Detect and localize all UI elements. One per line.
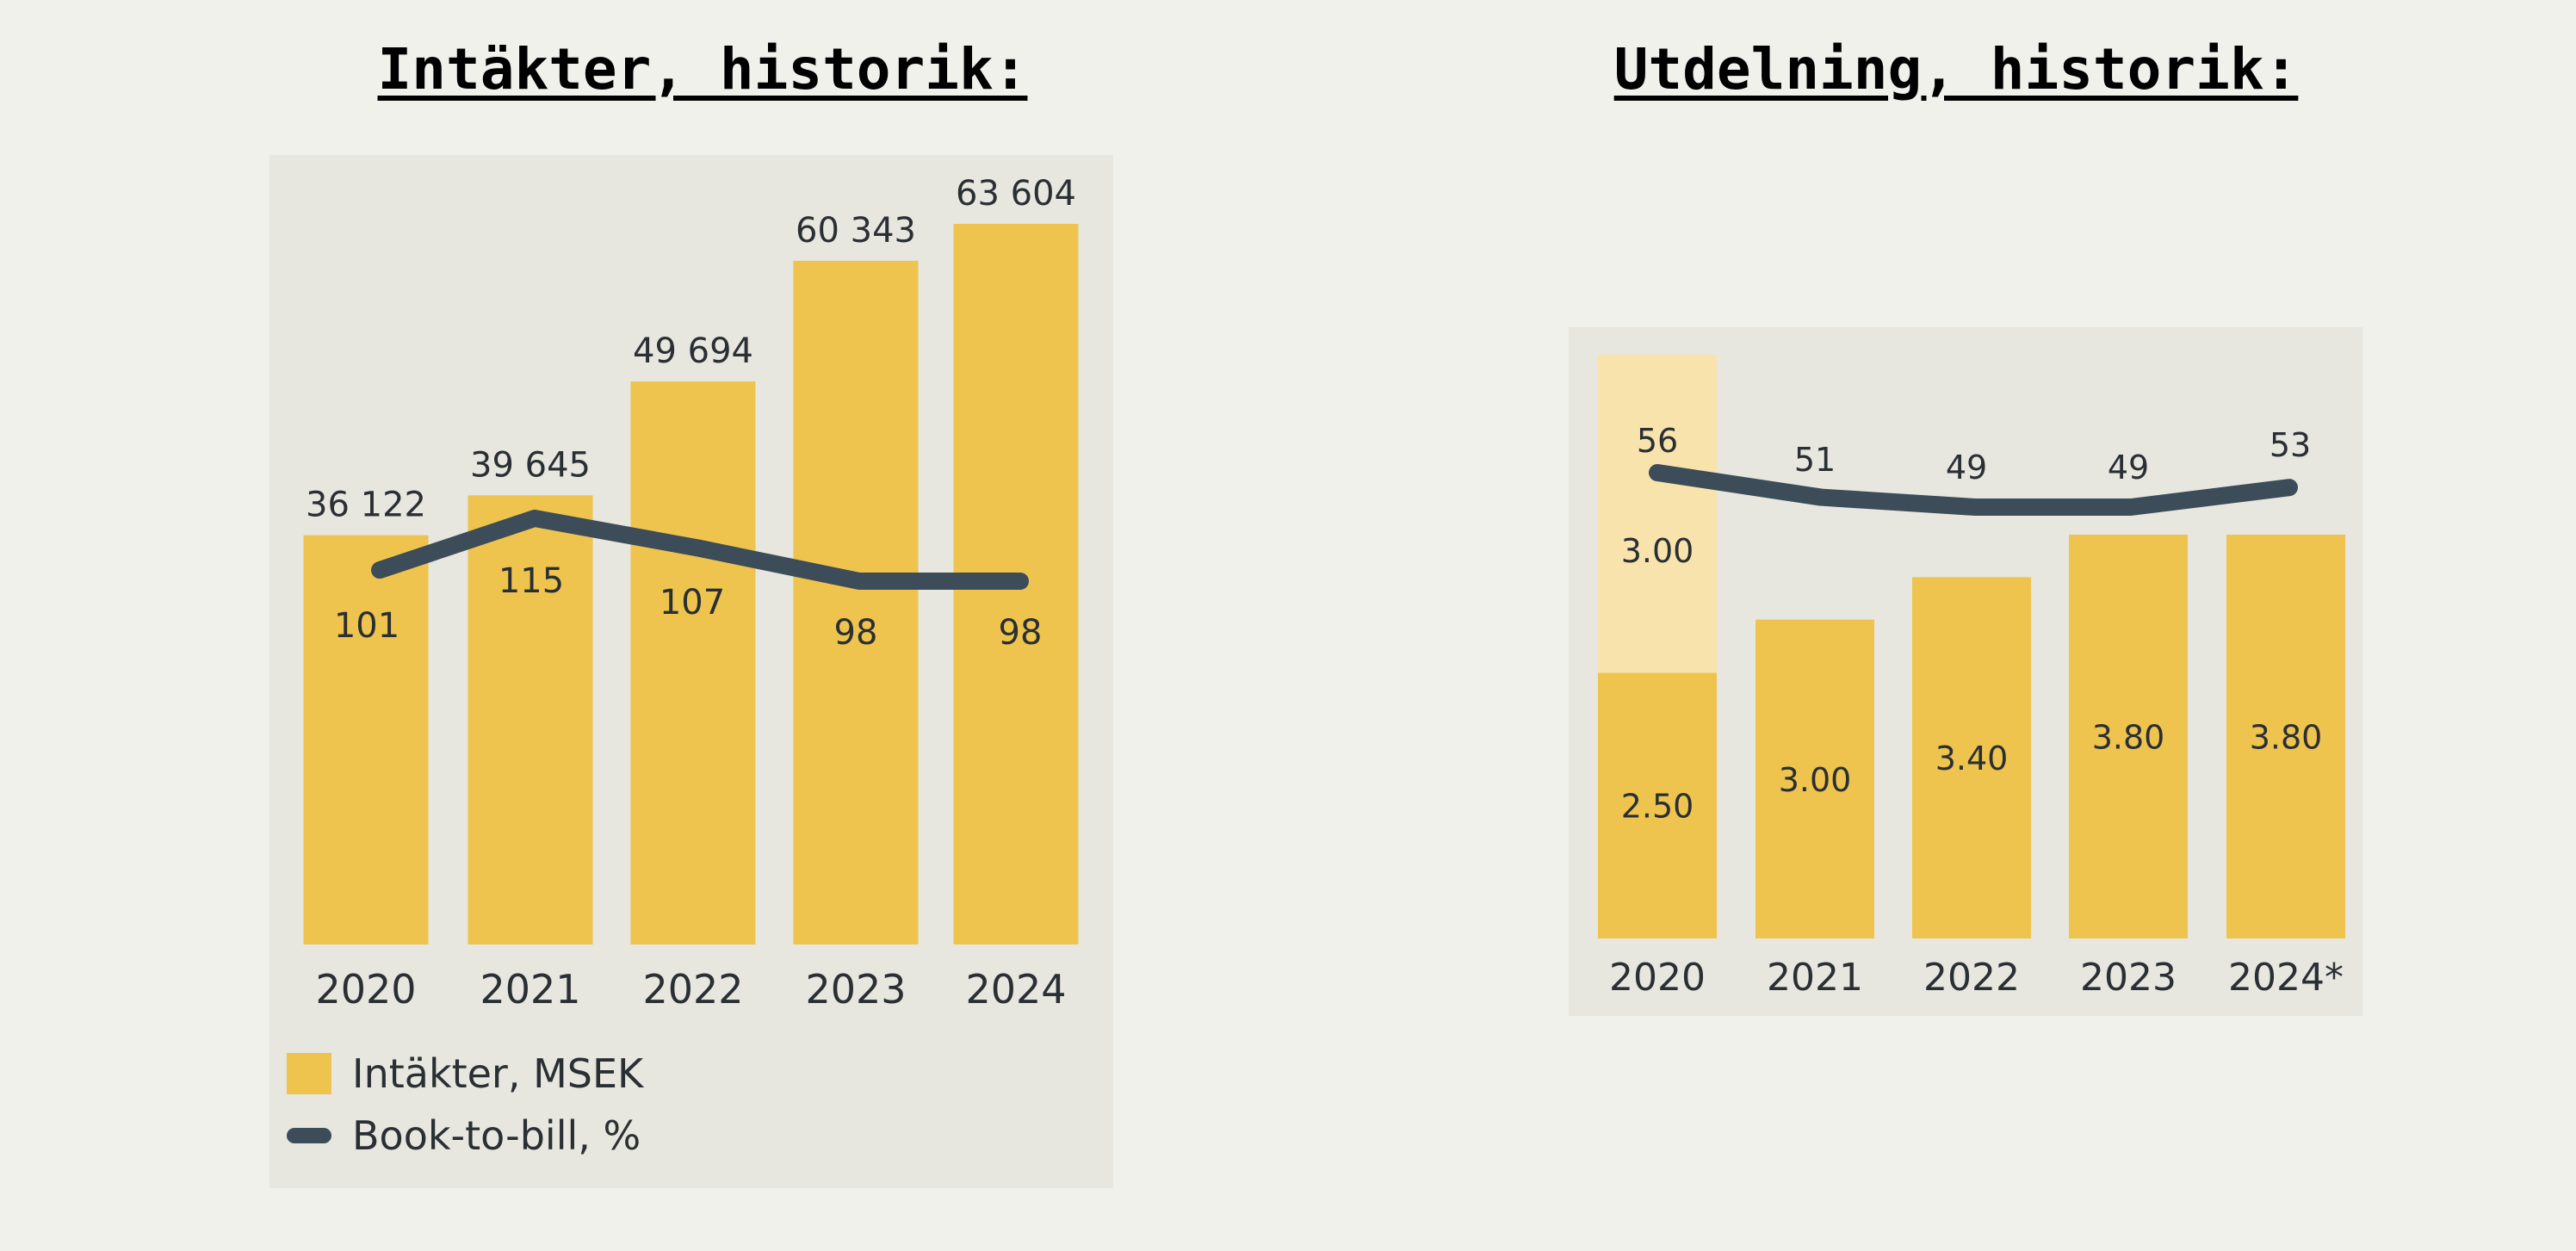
- revenue-history-heading: Intäkter, historik:: [377, 36, 1028, 102]
- dividend-value-label-2023: 3.80: [2092, 719, 2165, 757]
- book-to-bill-label-2024: 98: [999, 613, 1043, 653]
- dividend-chart: 2.50 3.00 2020 3.00 2021 3.40 2022 3.80 2023 3.80…: [1598, 355, 2345, 1000]
- x-tick-label-2020: 2020: [1609, 956, 1706, 1000]
- book-to-bill-label-2020: 101: [334, 606, 399, 646]
- revenue-chart: 36 122 2020 39 645 2021 49 694 2022 60 343 2023…: [303, 174, 1079, 1013]
- dividend-bar-2022: [1912, 577, 2031, 938]
- payout-point-2023: [2130, 506, 2132, 508]
- payout-label-2020: 56: [1637, 422, 1678, 460]
- legend-line-swatch: [287, 1128, 331, 1143]
- legend-bar-swatch: [287, 1053, 331, 1094]
- x-tick-label-2021: 2021: [1767, 956, 1863, 1000]
- dividend-extra-label-2020: 3.00: [1621, 532, 1694, 570]
- legend-item-book-to-bill: Book-to-bill, %: [287, 1112, 641, 1159]
- x-tick-label-2020: 2020: [315, 966, 416, 1013]
- dividend-bar-2021: [1756, 619, 1874, 938]
- revenue-value-label-2024: 63 604: [956, 174, 1076, 214]
- payout-label-2021: 51: [1794, 441, 1836, 479]
- revenue-bar-2021: [468, 495, 593, 944]
- book-to-bill-point-2023: [858, 580, 860, 582]
- revenue-bar-2023: [793, 260, 919, 944]
- book-to-bill-point-2022: [697, 547, 698, 549]
- dividend-bar-2020: [1598, 672, 1717, 938]
- revenue-value-label-2023: 60 343: [796, 211, 916, 251]
- payout-label-2023: 49: [2108, 449, 2149, 486]
- dividend-history-heading: Utdelning, historik:: [1613, 36, 2299, 102]
- book-to-bill-label-2022: 107: [659, 583, 725, 622]
- legend-label-book-to-bill: Book-to-bill, %: [352, 1112, 641, 1159]
- revenue-value-label-2021: 39 645: [470, 445, 591, 485]
- payout-label-2022: 49: [1946, 449, 1987, 486]
- dividend-value-label-2022: 3.40: [1935, 740, 2009, 777]
- x-tick-label-2022: 2022: [1923, 956, 2020, 1000]
- book-to-bill-point-2021: [534, 517, 536, 519]
- book-to-bill-label-2023: 98: [834, 613, 878, 653]
- revenue-bar-2022: [630, 381, 756, 945]
- x-tick-label-2022: 2022: [642, 966, 743, 1013]
- dividend-bar-2023: [2069, 535, 2188, 938]
- dividend-extra-bar-2020: [1598, 355, 1717, 673]
- dividend-value-label-2020: 2.50: [1621, 788, 1694, 826]
- x-tick-label-2021: 2021: [480, 966, 580, 1013]
- payout-point-2020: [1656, 472, 1658, 474]
- revenue-chart-panel: 36 122 2020 39 645 2021 49 694 2022 60 343 2023…: [269, 155, 1113, 1188]
- book-to-bill-point-2020: [379, 569, 381, 572]
- payout-label-2024*: 53: [2269, 426, 2311, 464]
- x-tick-label-2023: 2023: [2080, 956, 2177, 1000]
- x-tick-label-2024: 2024: [965, 966, 1066, 1013]
- dividend-value-label-2021: 3.00: [1779, 761, 1852, 799]
- legend-label-revenue: Intäkter, MSEK: [352, 1050, 644, 1097]
- payout-point-2021: [1820, 496, 1822, 499]
- dividend-bar-2024*: [2226, 535, 2345, 938]
- payout-point-2024*: [2288, 486, 2290, 489]
- book-to-bill-label-2021: 115: [498, 561, 564, 601]
- revenue-value-label-2022: 49 694: [633, 331, 753, 371]
- revenue-bar-2020: [303, 535, 429, 944]
- x-tick-label-2023: 2023: [805, 966, 906, 1013]
- dividend-chart-panel: 2.50 3.00 2020 3.00 2021 3.40 2022 3.80 2023 3.80…: [1569, 327, 2362, 1016]
- legend-item-revenue: Intäkter, MSEK: [287, 1050, 643, 1097]
- book-to-bill-point-2024: [1019, 580, 1021, 582]
- revenue-value-label-2020: 36 122: [306, 486, 426, 525]
- dividend-value-label-2024*: 3.80: [2250, 719, 2323, 757]
- payout-point-2022: [1974, 506, 1976, 508]
- x-tick-label-2024*: 2024*: [2228, 956, 2344, 1000]
